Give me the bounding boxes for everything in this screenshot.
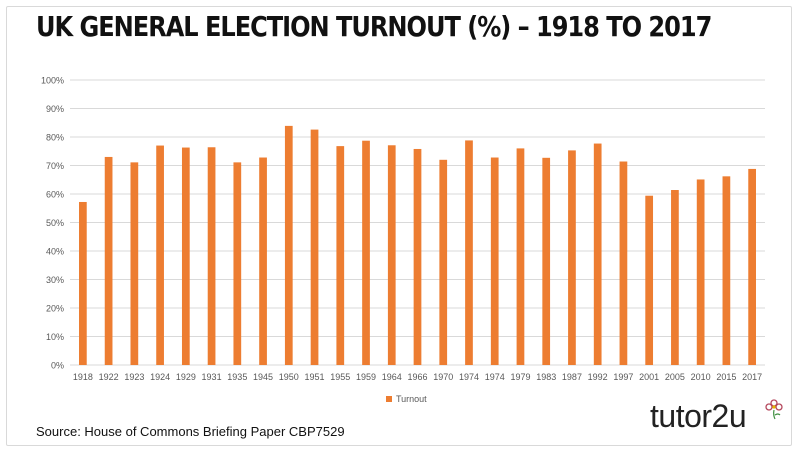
bar-1997 — [619, 161, 628, 365]
bar-1974 — [490, 157, 499, 365]
x-tick-label: 1918 — [73, 372, 93, 382]
x-tick-label: 1924 — [150, 372, 170, 382]
x-tick-label: 2005 — [665, 372, 685, 382]
x-tick-label: 1931 — [202, 372, 222, 382]
y-tick-label: 10% — [46, 332, 64, 342]
bar-2015 — [722, 176, 731, 365]
x-tick-label: 1923 — [124, 372, 144, 382]
x-tick-label: 1951 — [305, 372, 325, 382]
bar-1966 — [413, 148, 422, 365]
bar-1929 — [181, 147, 190, 365]
flower-logo-icon — [765, 399, 783, 420]
bar-2001 — [645, 195, 654, 365]
x-tick-label: 1955 — [330, 372, 350, 382]
x-tick-label: 2017 — [742, 372, 762, 382]
x-tick-label: 1997 — [613, 372, 633, 382]
bar-1983 — [542, 157, 551, 365]
x-tick-label: 1964 — [382, 372, 402, 382]
y-tick-label: 60% — [46, 190, 64, 200]
x-tick-label: 1992 — [588, 372, 608, 382]
x-tick-label: 2015 — [716, 372, 736, 382]
bar-1979 — [516, 148, 525, 365]
bar-1964 — [387, 145, 396, 365]
chart-title: UK GENERAL ELECTION TURNOUT (%) – 1918 T… — [36, 10, 712, 43]
bars — [79, 125, 756, 365]
x-tick-label: 1950 — [279, 372, 299, 382]
bar-1987 — [568, 150, 576, 365]
bar-1945 — [259, 157, 267, 365]
y-tick-label: 100% — [41, 76, 64, 86]
x-axis-tick-labels: 1918 1922 1923 1924 1929 1931 1935 1945 1950 1951… — [73, 372, 762, 382]
x-tick-label: 1922 — [99, 372, 119, 382]
y-tick-label: 0% — [51, 361, 64, 371]
bar-2010 — [696, 179, 705, 365]
y-tick-label: 50% — [46, 218, 64, 228]
bar-1918 — [79, 201, 87, 365]
x-tick-label: 1935 — [227, 372, 247, 382]
brand-logo: tutor2u — [650, 398, 747, 434]
y-tick-label: 70% — [46, 161, 64, 171]
x-tick-label: 1974 — [485, 372, 505, 382]
bar-2017 — [748, 168, 756, 365]
bar-1970 — [439, 159, 448, 365]
y-axis-tick-labels: 0% 10% 20% 30% 40% 50% 60% 70% 80% 90% 100% — [41, 76, 64, 371]
bar-1959 — [362, 140, 370, 365]
x-tick-label: 1983 — [536, 372, 556, 382]
legend-swatch — [386, 396, 392, 402]
bar-2005 — [671, 190, 679, 365]
x-tick-label: 1979 — [510, 372, 530, 382]
y-tick-label: 20% — [46, 304, 64, 314]
bar-1922 — [104, 156, 113, 365]
x-tick-label: 1959 — [356, 372, 376, 382]
y-tick-label: 40% — [46, 247, 64, 257]
x-tick-label: 1970 — [433, 372, 453, 382]
x-tick-label: 2001 — [639, 372, 659, 382]
y-tick-label: 80% — [46, 133, 64, 143]
bar-1950 — [284, 125, 293, 365]
bar-1992 — [593, 143, 602, 365]
legend: Turnout — [386, 394, 427, 404]
x-tick-label: 2010 — [691, 372, 711, 382]
bar-1955 — [336, 146, 345, 365]
legend-label: Turnout — [396, 394, 427, 404]
bar-1931 — [207, 147, 216, 365]
bar-1951 — [310, 129, 319, 365]
bar-1924 — [156, 145, 164, 365]
x-tick-label: 1974 — [459, 372, 479, 382]
x-tick-label: 1929 — [176, 372, 196, 382]
y-tick-label: 90% — [46, 104, 64, 114]
bar-1974 — [465, 140, 473, 365]
x-tick-label: 1966 — [407, 372, 427, 382]
x-tick-label: 1945 — [253, 372, 273, 382]
bar-1923 — [130, 162, 139, 365]
source-note: Source: House of Commons Briefing Paper … — [36, 424, 345, 439]
bar-1935 — [233, 162, 242, 365]
chart-frame — [6, 6, 792, 446]
y-tick-label: 30% — [46, 275, 64, 285]
x-tick-label: 1987 — [562, 372, 582, 382]
